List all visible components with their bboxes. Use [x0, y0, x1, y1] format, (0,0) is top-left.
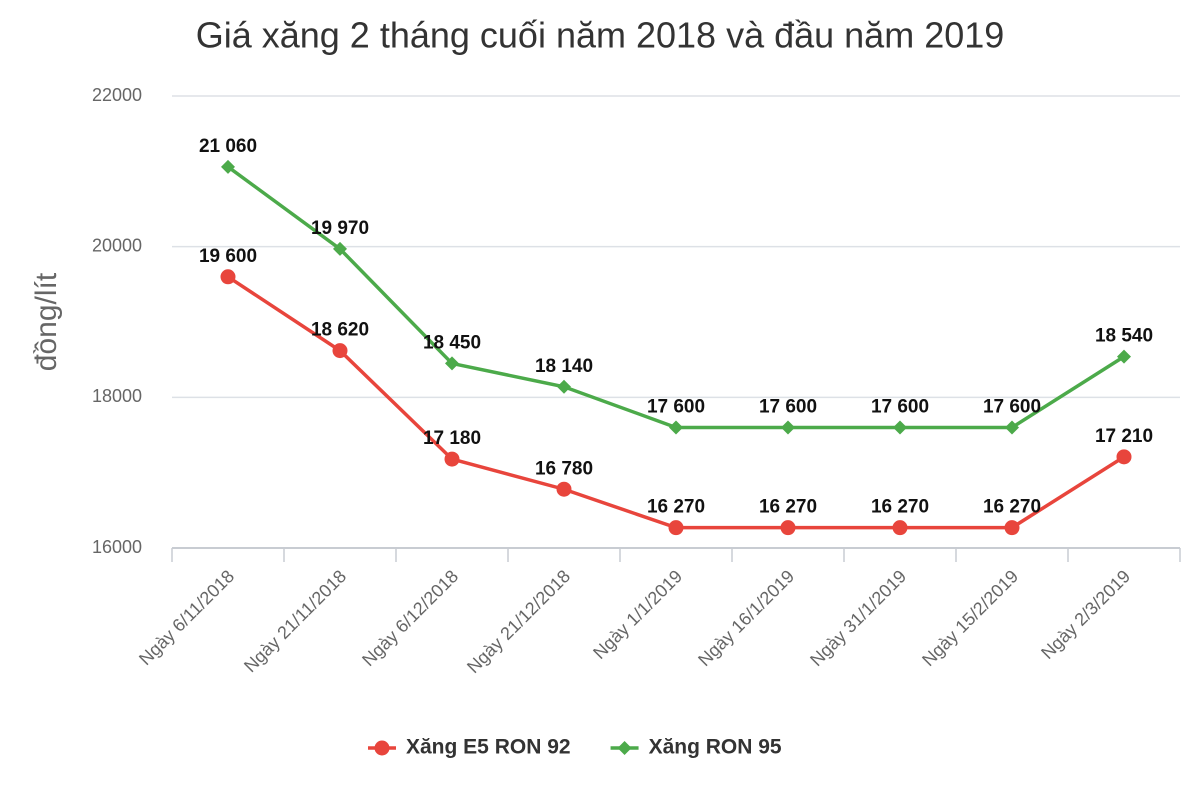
data-label: 17 600	[983, 396, 1041, 417]
data-label: 17 210	[1095, 426, 1153, 447]
x-tick-label: Ngày 21/11/2018	[240, 566, 350, 676]
y-tick-label: 20000	[92, 235, 142, 255]
x-tick-label: Ngày 2/3/2019	[1037, 566, 1134, 663]
chart-title: Giá xăng 2 tháng cuối năm 2018 và đầu nă…	[196, 15, 1005, 56]
marker	[668, 520, 684, 536]
data-label: 16 270	[983, 497, 1041, 518]
x-tick-label: Ngày 31/1/2019	[806, 566, 910, 670]
x-tick-label: Ngày 6/11/2018	[135, 566, 238, 669]
marker	[220, 269, 236, 285]
marker	[557, 379, 571, 394]
marker	[221, 159, 235, 174]
marker	[1117, 349, 1131, 364]
marker	[444, 451, 460, 467]
legend-marker	[374, 740, 390, 756]
x-tick-label: Ngày 15/2/2019	[918, 566, 1022, 670]
data-label: 16 270	[647, 497, 705, 518]
x-tick-label: Ngày 16/1/2019	[694, 566, 798, 670]
y-tick-label: 18000	[92, 386, 142, 406]
data-label: 18 540	[1095, 326, 1153, 347]
data-label: 21 060	[199, 136, 257, 157]
series-line	[226, 165, 1125, 430]
y-tick-label: 22000	[92, 85, 142, 105]
data-label: 17 600	[871, 396, 929, 417]
marker	[780, 520, 796, 536]
marker	[1116, 449, 1132, 465]
data-label: 17 600	[759, 396, 817, 417]
marker	[781, 420, 795, 435]
data-label: 17 180	[423, 428, 481, 449]
marker	[445, 356, 459, 371]
y-axis-title: đồng/lít	[30, 272, 63, 371]
marker	[556, 481, 572, 497]
data-label: 17 600	[647, 396, 705, 417]
data-label: 18 140	[535, 356, 593, 377]
marker	[333, 241, 347, 256]
legend-label: Xăng RON 95	[649, 736, 782, 759]
data-label: 16 780	[535, 458, 593, 479]
marker	[1004, 520, 1020, 536]
data-label: 18 450	[423, 332, 481, 353]
data-label: 18 620	[311, 320, 369, 341]
marker	[669, 420, 683, 435]
data-label: 19 600	[199, 246, 257, 267]
data-label: 16 270	[759, 497, 817, 518]
x-tick-label: Ngày 21/12/2018	[463, 566, 574, 677]
marker	[332, 343, 348, 359]
data-label: 19 970	[311, 218, 369, 239]
data-label: 16 270	[871, 497, 929, 518]
x-tick-label: Ngày 6/12/2018	[358, 566, 462, 670]
marker	[1005, 420, 1019, 435]
legend-marker	[617, 741, 632, 755]
x-tick-label: Ngày 1/1/2019	[589, 566, 686, 663]
legend-label: Xăng E5 RON 92	[406, 736, 571, 759]
y-tick-label: 16000	[92, 537, 142, 557]
marker	[892, 520, 908, 536]
marker	[893, 420, 907, 435]
